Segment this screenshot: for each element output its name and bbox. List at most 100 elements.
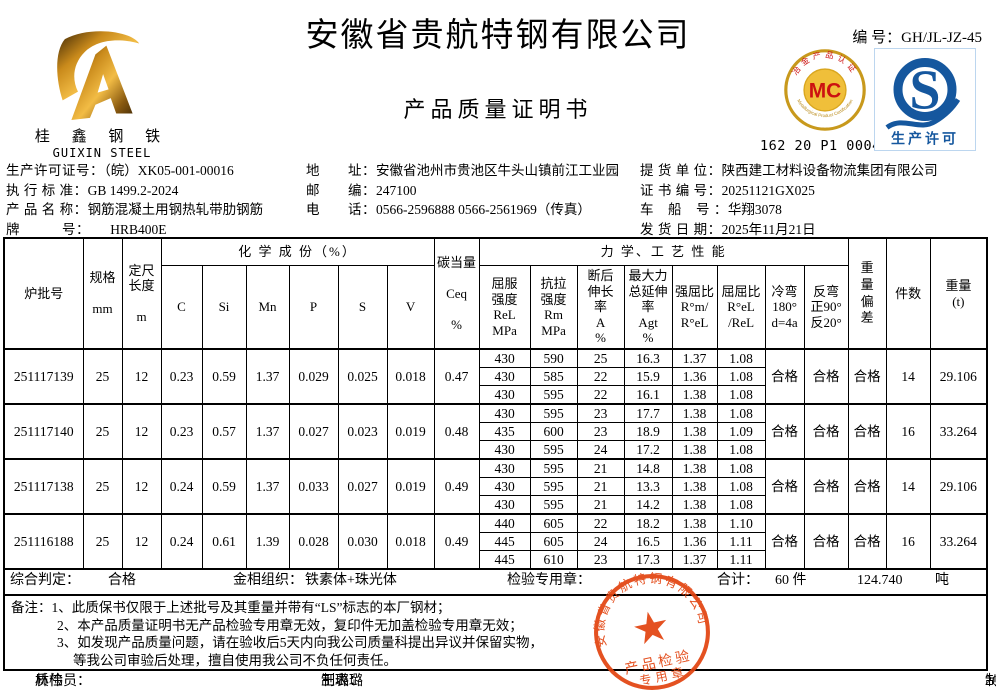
cell-elongation: 24 [576, 440, 625, 460]
cell-si: 0.59 [201, 348, 247, 405]
cell-si: 0.61 [201, 513, 247, 570]
summary-row: 综合判定： 合格 金相组织： 铁素体+珠光体 检验专用章： 合计： 60 件 1… [3, 568, 988, 596]
cell-rel-ratio: 1.10 [716, 513, 766, 533]
cell-length: 12 [121, 403, 162, 460]
cell-c: 0.23 [160, 348, 203, 405]
header-rm: 抗拉 强度 Rm MPa [529, 265, 578, 350]
cell-rm: 595 [529, 458, 578, 478]
cell-rel: 430 [478, 458, 531, 478]
microstructure-value: 铁素体+珠光体 [305, 573, 397, 588]
cell-rm: 610 [529, 550, 578, 570]
info-line: 电 话：0566-2596888 0566-2561969（传真） [306, 200, 640, 220]
guixin-logo-en: GUIXIN STEEL [52, 146, 152, 160]
info-line: 证 书 编 号：20251121GX025 [640, 181, 994, 201]
cell-rm: 590 [529, 348, 578, 368]
doc-number-value: GH/JL-JZ-45 [901, 30, 982, 46]
cell-pieces: 14 [885, 348, 931, 405]
cell-agt: 16.5 [623, 532, 673, 551]
cell-rel: 445 [478, 550, 531, 570]
info-line: 发 货 日 期：2025年11月21日 [640, 220, 994, 240]
cell-v: 0.019 [386, 458, 435, 515]
cell-pieces: 16 [885, 403, 931, 460]
cell-spec: 25 [82, 403, 123, 460]
qs-license-block: S 生产许可 [874, 48, 976, 151]
cell-rm-rel-ratio: 1.37 [671, 550, 718, 570]
cell-batch-no: 251117139 [3, 348, 84, 405]
cell-elongation: 23 [576, 550, 625, 570]
cell-cold-bend: 合格 [764, 348, 805, 405]
cell-p: 0.029 [288, 348, 339, 405]
table-row: 251117139 25 12 0.23 0.59 1.37 0.029 0.025 0.018… [3, 348, 988, 405]
cell-rel: 430 [478, 440, 531, 460]
cell-agt: 13.3 [623, 477, 673, 496]
cell-rel-ratio: 1.08 [716, 440, 766, 460]
header-cold-bend: 冷弯 180° d=4a [764, 265, 805, 350]
header-group-mechanical: 力 学、工 艺 性 能 [478, 237, 849, 266]
cell-agt: 15.9 [623, 367, 673, 386]
table-row: 445 605 24 16.5 1.36 1.11 [4, 532, 987, 551]
table-row: 251117140 25 12 0.23 0.57 1.37 0.027 0.023 0.019… [3, 403, 988, 460]
cell-weight-deviation: 合格 [847, 513, 887, 570]
cell-rm: 605 [529, 532, 578, 551]
cell-rel-ratio: 1.08 [716, 495, 766, 515]
inspection-seal-label: 检验专用章： [507, 573, 591, 588]
cell-rel: 430 [478, 403, 531, 423]
info-label: 发 货 日 期： [640, 221, 722, 237]
cell-rm-rel-ratio: 1.38 [671, 477, 718, 496]
cell-mn: 1.37 [245, 458, 290, 515]
company-title: 安徽省贵航特钢有限公司 [305, 18, 691, 54]
note-line: 备注：1、此质保书仅限于上述批号及其重量并带有“LS”标志的本厂钢材； [11, 600, 451, 615]
cell-rm: 595 [529, 477, 578, 496]
table-row: 251117138 25 12 0.24 0.59 1.37 0.033 0.027 0.019… [3, 458, 988, 515]
overall-judgement-value: 合格 [108, 573, 136, 588]
cell-rm: 595 [529, 440, 578, 460]
header-group-chemistry: 化 学 成 份（%） [160, 237, 435, 266]
table-maker-name: 王璐璐 [321, 674, 363, 689]
cell-batch-no: 251117140 [3, 403, 84, 460]
info-value: （皖）XK05-001-00016 [104, 163, 234, 178]
cell-elongation: 21 [576, 458, 625, 478]
cell-mn: 1.39 [245, 513, 290, 570]
cell-weight-deviation: 合格 [847, 458, 887, 515]
header-spec: 规格 mm [82, 237, 123, 350]
cell-rm: 595 [529, 403, 578, 423]
cell-s: 0.023 [337, 403, 388, 460]
info-value: HRB400E [83, 221, 167, 237]
header-rm-rel-ratio: 强屈比 R°m/ R°eL [671, 265, 718, 350]
header-ceq: 碳当量 Ceq % [433, 237, 480, 350]
cell-agt: 17.7 [623, 403, 673, 423]
cell-agt: 16.3 [623, 348, 673, 368]
cell-agt: 17.3 [623, 550, 673, 570]
cell-rm-rel-ratio: 1.36 [671, 367, 718, 386]
footer: 质检员：林伟 制表：王璐璐 制表日期：2025年11月21日 [3, 670, 996, 692]
header-weight-deviation-text: 重量偏差 [860, 259, 874, 326]
header-si: Si [201, 265, 247, 350]
qs-production-license-icon: S 生产许可 [885, 58, 961, 148]
cell-pieces: 16 [885, 513, 931, 570]
table-row: 430 595 21 14.2 1.38 1.08 [4, 495, 987, 515]
info-label: 执 行 标 准： [6, 182, 88, 198]
info-label: 电 话： [306, 202, 376, 218]
cell-elongation: 21 [576, 495, 625, 515]
cell-v: 0.019 [386, 403, 435, 460]
total-weight-unit: 吨 [935, 573, 949, 588]
table-date-value: 2025年11月21日 [985, 674, 996, 689]
cell-s: 0.025 [337, 348, 388, 405]
cell-p: 0.033 [288, 458, 339, 515]
cell-rel: 430 [478, 477, 531, 496]
cell-rm-rel-ratio: 1.38 [671, 403, 718, 423]
cell-agt: 18.9 [623, 422, 673, 441]
cell-si: 0.57 [201, 403, 247, 460]
cell-si: 0.59 [201, 458, 247, 515]
header-pieces: 件数 [885, 237, 931, 350]
cell-rel-ratio: 1.09 [716, 422, 766, 441]
info-column-2: 提 货 单 位：陕西建工材料设备物流集团有限公司证 书 编 号：20251121… [640, 161, 994, 239]
cell-v: 0.018 [386, 513, 435, 570]
total-weight: 124.740 [857, 573, 903, 588]
info-line: 执 行 标 准：GB 1499.2-2024 [6, 181, 306, 201]
cell-agt: 16.1 [623, 385, 673, 405]
cell-rm: 600 [529, 422, 578, 441]
table-row: 430 585 22 15.9 1.36 1.08 [4, 367, 987, 386]
cell-c: 0.24 [160, 513, 203, 570]
